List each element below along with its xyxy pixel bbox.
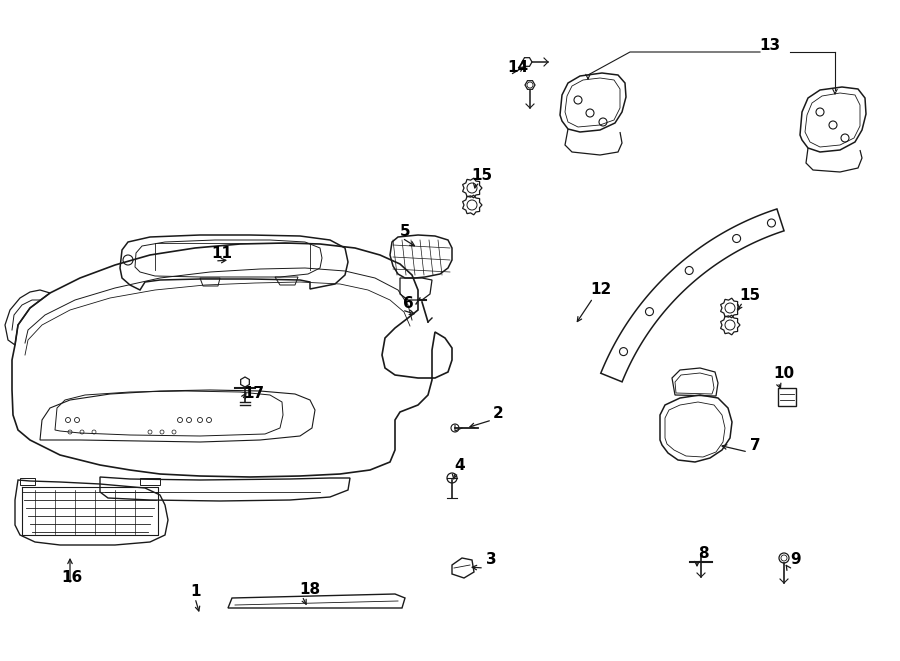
Text: 8: 8 [698, 545, 708, 561]
Text: 14: 14 [508, 61, 528, 75]
Text: 15: 15 [472, 167, 492, 182]
Text: 2: 2 [492, 407, 503, 422]
Text: 13: 13 [760, 38, 780, 52]
Text: 5: 5 [400, 223, 410, 239]
Text: 1: 1 [191, 584, 202, 600]
Text: 3: 3 [486, 553, 496, 568]
Text: 7: 7 [750, 438, 760, 453]
Text: 12: 12 [590, 282, 612, 297]
Text: 6: 6 [402, 295, 413, 311]
Text: 10: 10 [773, 366, 795, 381]
Text: 18: 18 [300, 582, 320, 598]
Text: 11: 11 [212, 247, 232, 262]
Text: 16: 16 [61, 570, 83, 586]
Text: 4: 4 [454, 457, 465, 473]
Text: 15: 15 [740, 288, 760, 303]
Text: 9: 9 [791, 553, 801, 568]
Text: 17: 17 [243, 385, 265, 401]
